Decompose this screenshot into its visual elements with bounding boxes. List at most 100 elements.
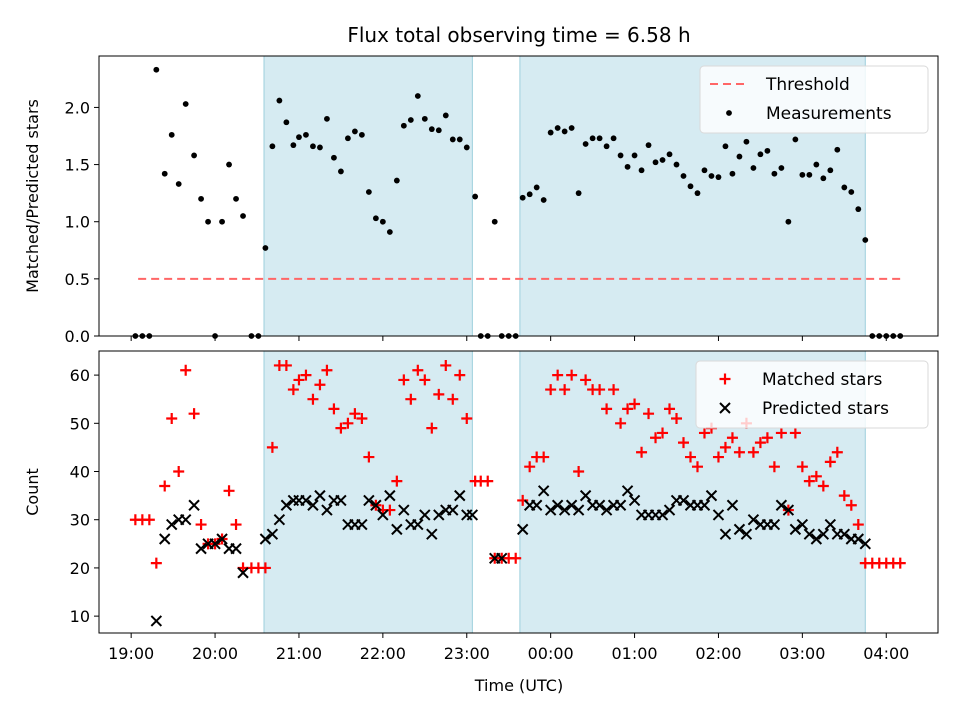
matched-star-point [650,432,662,444]
measurement-point [561,128,568,135]
measurement-point [400,122,407,129]
matched-star-point [747,446,759,458]
measurement-point [358,131,365,138]
predicted-star-point [775,499,788,511]
matched-star-point [789,427,801,439]
matched-star-point [810,470,822,482]
predicted-star-point [621,485,634,497]
matched-star-point [447,393,459,405]
matched-star-point [678,437,690,449]
legend-entry-label: Measurements [766,104,892,124]
matched-star-point [482,475,494,487]
matched-star-point [307,393,319,405]
shaded-interval [263,55,473,337]
predicted-star-point [530,499,543,511]
predicted-star-point [259,533,272,545]
matched-star-point [419,374,431,386]
predicted-star-point [733,523,746,536]
measurement-point [283,119,290,126]
predicted-star-point [209,538,221,550]
matched-star-point [440,359,452,371]
predicted-star-point [314,489,326,502]
predicted-star-point [426,528,438,540]
y-tick-label: 0.0 [65,327,90,346]
measurement-point [219,218,225,225]
matched-star-point [280,359,292,371]
matched-star-point [545,384,557,396]
predicted-star-point [412,518,424,531]
measurement-point [226,161,232,168]
predicted-star-point [740,528,753,540]
measurement-point [834,146,841,153]
predicted-star-point [656,509,669,521]
measurement-point [262,245,269,251]
measurement-point [338,168,344,175]
measurement-point [771,170,778,177]
matched-star-point [287,384,299,396]
measurement-point [463,144,470,151]
predicted-star-point [195,542,207,555]
measurement-point [331,154,337,161]
measurement-point [435,127,442,134]
y-tick-label: 2.0 [65,98,90,117]
matched-star-point [349,408,361,420]
measurement-point [372,215,379,222]
measurement-point [317,144,323,151]
matched-star-point [384,504,396,516]
legend-matched-swatch [719,373,731,385]
measurement-point [687,183,694,190]
measurement-point [233,195,239,202]
matched-star-point [426,422,438,434]
measurement-point [610,135,617,142]
matched-star-point [342,417,354,429]
measurement-point [198,195,204,202]
measurement-point [750,165,757,171]
measurement-point [407,117,414,123]
matched-star-point [845,499,857,511]
matched-star-point [412,364,424,376]
predicted-star-point [363,494,375,507]
predicted-star-point [516,523,529,536]
measurement-point [736,153,743,160]
predicted-star-point [719,528,732,540]
measurement-point [596,135,603,142]
predicted-star-point [551,499,564,511]
predicted-star-point [496,552,508,564]
matched-star-point [314,379,326,391]
y-tick-label: 50 [70,414,90,433]
matched-star-point [684,451,696,463]
measurement-point [168,131,175,138]
matched-star-point [223,485,235,497]
matched-star-point [768,461,780,473]
measurement-point [449,136,456,143]
measurement-point [813,161,820,168]
predicted-star-point [572,504,585,516]
matched-star-point [300,369,312,381]
predicted-star-point [454,489,466,502]
measurement-point [722,143,729,150]
measurement-point [848,189,855,195]
matched-star-point [335,422,347,434]
predicted-star-point [838,528,851,540]
matched-star-point [831,446,843,458]
predicted-star-point [356,518,368,531]
predicted-star-point [817,528,830,540]
predicted-star-point [712,509,725,521]
matched-star-point [398,374,410,386]
measurement-point [290,142,297,149]
measurement-point [729,170,736,177]
matched-star-point [671,412,683,424]
matched-star-point [566,369,578,381]
predicted-star-point [433,509,445,521]
matched-star-point [266,441,278,453]
measurement-point [757,151,764,158]
measurement-point [841,184,848,191]
measurement-point [666,151,673,158]
matched-star-point [573,466,585,478]
axes-frame [98,55,939,337]
x-tick-label: 00:00 [528,644,574,663]
matched-star-point [601,403,613,415]
matched-star-point [538,451,550,463]
predicted-star-point [859,538,871,550]
measurement-point [533,184,540,191]
